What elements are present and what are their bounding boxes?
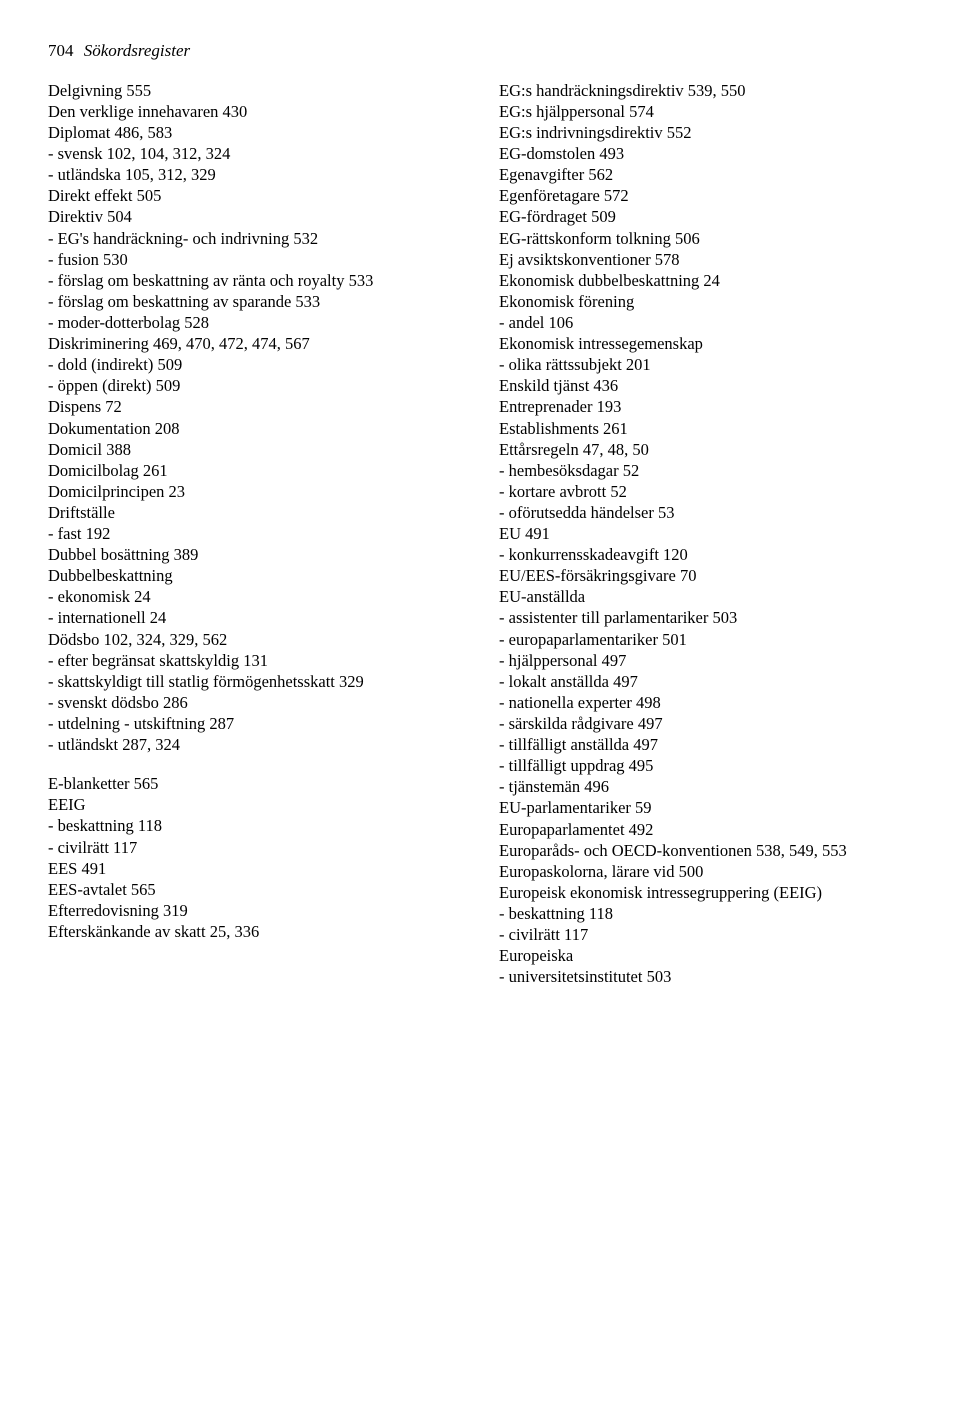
- index-subentry: - tillfälligt anställda 497: [499, 734, 912, 755]
- index-entry: Delgivning 555: [48, 80, 461, 101]
- index-subentry: - särskilda rådgivare 497: [499, 713, 912, 734]
- index-subentry: - hembesöksdagar 52: [499, 460, 912, 481]
- index-subentry: - kortare avbrott 52: [499, 481, 912, 502]
- index-entry: Ej avsiktskonventioner 578: [499, 249, 912, 270]
- index-entry: EG-rättskonform tolkning 506: [499, 228, 912, 249]
- index-entry: Establishments 261: [499, 418, 912, 439]
- index-subentry: - utländskt 287, 324: [48, 734, 461, 755]
- index-entry: Efterredovisning 319: [48, 900, 461, 921]
- index-subentry: - efter begränsat skattskyldig 131: [48, 650, 461, 671]
- index-subentry: - förslag om beskattning av ränta och ro…: [48, 270, 461, 291]
- index-subentry: - tjänstemän 496: [499, 776, 912, 797]
- index-entry: Entreprenader 193: [499, 396, 912, 417]
- index-entry: EU-anställda: [499, 586, 912, 607]
- index-entry: Europaparlamentet 492: [499, 819, 912, 840]
- index-entry: Europaråds- och OECD-konventionen 538, 5…: [499, 840, 912, 861]
- index-column-left: Delgivning 555Den verklige innehavaren 4…: [48, 80, 461, 988]
- index-entry: Europaskolorna, lärare vid 500: [499, 861, 912, 882]
- index-subentry: - konkurrensskadeavgift 120: [499, 544, 912, 565]
- index-entry: Dispens 72: [48, 396, 461, 417]
- index-columns: Delgivning 555Den verklige innehavaren 4…: [48, 80, 912, 988]
- index-subentry: - utdelning - utskiftning 287: [48, 713, 461, 734]
- index-subentry: - olika rättssubjekt 201: [499, 354, 912, 375]
- index-subentry: - oförutsedda händelser 53: [499, 502, 912, 523]
- index-entry: Direktiv 504: [48, 206, 461, 227]
- index-subentry: - öppen (direkt) 509: [48, 375, 461, 396]
- index-entry: Diplomat 486, 583: [48, 122, 461, 143]
- page-number: 704: [48, 41, 74, 60]
- index-subentry: - nationella experter 498: [499, 692, 912, 713]
- index-subentry: - civilrätt 117: [48, 837, 461, 858]
- index-entry: EG:s indrivningsdirektiv 552: [499, 122, 912, 143]
- index-subentry: - beskattning 118: [499, 903, 912, 924]
- index-entry: Europeisk ekonomisk intressegruppering (…: [499, 882, 912, 903]
- index-entry: EU/EES-försäkringsgivare 70: [499, 565, 912, 586]
- index-entry: Egenavgifter 562: [499, 164, 912, 185]
- index-entry: EEIG: [48, 794, 461, 815]
- index-subentry: - EG's handräckning- och indrivning 532: [48, 228, 461, 249]
- index-entry: Domicilprincipen 23: [48, 481, 461, 502]
- index-subentry: - skattskyldigt till statlig förmögenhet…: [48, 671, 461, 692]
- index-entry: Ettårsregeln 47, 48, 50: [499, 439, 912, 460]
- index-entry: Egenföretagare 572: [499, 185, 912, 206]
- index-subentry: - ekonomisk 24: [48, 586, 461, 607]
- index-entry: EU-parlamentariker 59: [499, 797, 912, 818]
- index-subentry: - beskattning 118: [48, 815, 461, 836]
- index-subentry: - universitetsinstitutet 503: [499, 966, 912, 987]
- index-subentry: - civilrätt 117: [499, 924, 912, 945]
- index-entry: Direkt effekt 505: [48, 185, 461, 206]
- index-entry: Dödsbo 102, 324, 329, 562: [48, 629, 461, 650]
- index-entry: Driftställe: [48, 502, 461, 523]
- index-subentry: - andel 106: [499, 312, 912, 333]
- index-entry: EG:s handräckningsdirektiv 539, 550: [499, 80, 912, 101]
- index-subentry: - svensk 102, 104, 312, 324: [48, 143, 461, 164]
- index-column-right: EG:s handräckningsdirektiv 539, 550EG:s …: [499, 80, 912, 988]
- index-entry: Den verklige innehavaren 430: [48, 101, 461, 122]
- page-title: Sökordsregister: [84, 41, 190, 60]
- index-subentry: - moder-dotterbolag 528: [48, 312, 461, 333]
- index-entry: Dubbelbeskattning: [48, 565, 461, 586]
- index-subentry: - utländska 105, 312, 329: [48, 164, 461, 185]
- index-entry: Europeiska: [499, 945, 912, 966]
- index-entry: EG-domstolen 493: [499, 143, 912, 164]
- index-subentry: - internationell 24: [48, 607, 461, 628]
- index-entry: Dokumentation 208: [48, 418, 461, 439]
- index-entry: Enskild tjänst 436: [499, 375, 912, 396]
- index-entry: Dubbel bosättning 389: [48, 544, 461, 565]
- index-subentry: - tillfälligt uppdrag 495: [499, 755, 912, 776]
- page-header: 704 Sökordsregister: [48, 40, 912, 62]
- index-subentry: - lokalt anställda 497: [499, 671, 912, 692]
- index-subentry: - fusion 530: [48, 249, 461, 270]
- index-entry: Ekonomisk intressegemenskap: [499, 333, 912, 354]
- index-subentry: - förslag om beskattning av sparande 533: [48, 291, 461, 312]
- index-subentry: - dold (indirekt) 509: [48, 354, 461, 375]
- index-subentry: - europaparlamentariker 501: [499, 629, 912, 650]
- index-entry: EG-fördraget 509: [499, 206, 912, 227]
- index-entry: E-blanketter 565: [48, 773, 461, 794]
- index-subentry: - fast 192: [48, 523, 461, 544]
- index-entry: EU 491: [499, 523, 912, 544]
- index-subentry: - svenskt dödsbo 286: [48, 692, 461, 713]
- index-entry: Efterskänkande av skatt 25, 336: [48, 921, 461, 942]
- index-entry: Ekonomisk förening: [499, 291, 912, 312]
- index-entry: EG:s hjälppersonal 574: [499, 101, 912, 122]
- index-entry: Diskriminering 469, 470, 472, 474, 567: [48, 333, 461, 354]
- index-entry: EES 491: [48, 858, 461, 879]
- index-entry: EES-avtalet 565: [48, 879, 461, 900]
- index-subentry: - hjälppersonal 497: [499, 650, 912, 671]
- index-entry: Domicilbolag 261: [48, 460, 461, 481]
- index-subentry: - assistenter till parlamentariker 503: [499, 607, 912, 628]
- index-entry: Ekonomisk dubbelbeskattning 24: [499, 270, 912, 291]
- index-entry: Domicil 388: [48, 439, 461, 460]
